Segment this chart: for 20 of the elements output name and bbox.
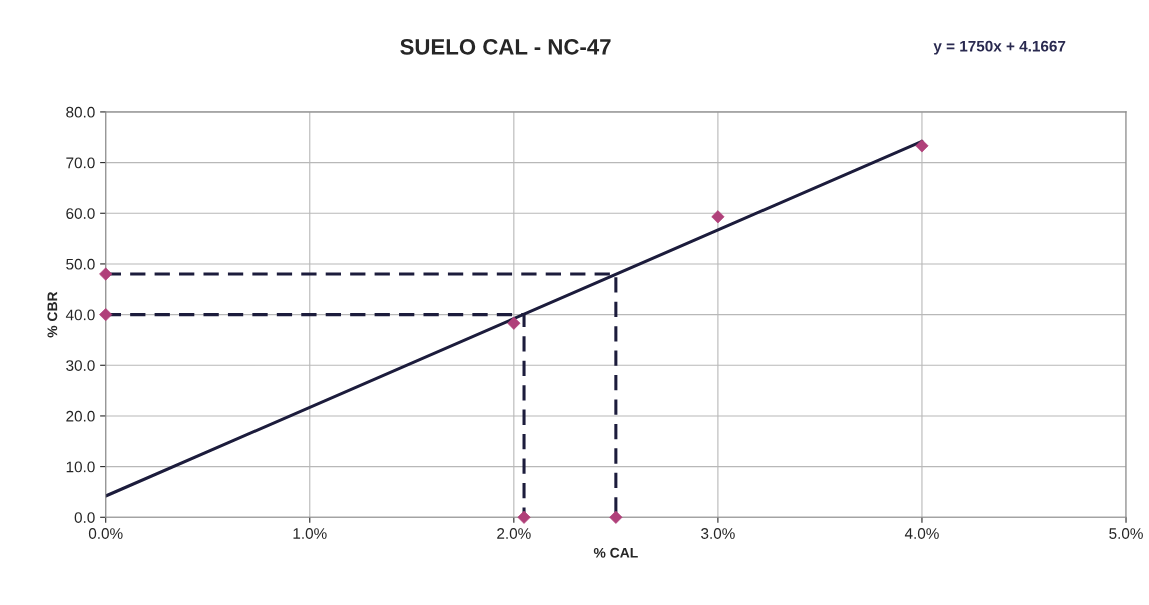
y-tick-label: 40.0 bbox=[65, 309, 95, 321]
x-tick-label: 5.0% bbox=[1109, 528, 1143, 539]
y-tick-label: 80.0 bbox=[66, 106, 95, 118]
x-tick-label: 0.0% bbox=[88, 528, 123, 539]
y-tick-label: 70.0 bbox=[66, 157, 95, 169]
chart-title: SUELO CAL - NC-47 bbox=[400, 38, 611, 55]
x-tick-label: 1.0% bbox=[293, 528, 327, 539]
y-tick-label: 10.0 bbox=[66, 461, 95, 473]
y-tick-label: 60.0 bbox=[66, 208, 95, 219]
y-tick-label: 50.0 bbox=[66, 258, 95, 270]
x-axis-title: % CAL bbox=[593, 547, 638, 558]
x-tick-label: 4.0% bbox=[904, 528, 939, 539]
x-tick-label: 2.0% bbox=[497, 528, 531, 539]
y-axis-title: % CBR bbox=[47, 291, 58, 338]
point bbox=[99, 308, 113, 322]
y-tick-label: 0.0 bbox=[74, 512, 95, 523]
y-tick-label: 20.0 bbox=[66, 410, 95, 422]
x-tick-label: 3.0% bbox=[701, 528, 735, 539]
text: y = 1750x + 4.1667 bbox=[933, 40, 1066, 55]
y-tick-label: 30.0 bbox=[66, 360, 95, 371]
